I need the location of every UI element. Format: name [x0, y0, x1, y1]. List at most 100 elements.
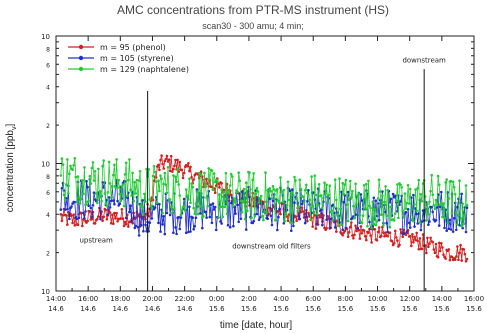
data-point	[395, 236, 398, 239]
data-point	[116, 199, 119, 203]
data-point	[162, 182, 165, 186]
data-point	[327, 193, 331, 197]
data-point	[410, 244, 413, 248]
data-point	[453, 193, 457, 196]
data-point	[148, 198, 152, 201]
data-point	[368, 204, 371, 208]
data-point	[448, 218, 452, 222]
data-point	[69, 164, 72, 168]
data-point	[137, 234, 141, 237]
data-point	[116, 219, 119, 223]
data-point	[99, 217, 102, 221]
data-point	[417, 178, 421, 182]
data-point	[277, 215, 280, 219]
data-point	[341, 233, 345, 237]
data-point	[455, 255, 458, 258]
data-point	[176, 158, 179, 162]
data-point	[123, 220, 127, 224]
data-point	[84, 210, 87, 213]
data-point	[457, 258, 460, 262]
data-point	[188, 177, 191, 180]
data-point	[160, 154, 163, 157]
data-point	[367, 179, 370, 183]
data-point	[168, 169, 172, 173]
data-point	[340, 223, 343, 227]
data-point	[191, 185, 194, 189]
data-point	[225, 212, 229, 216]
data-point	[118, 202, 122, 205]
data-point	[393, 212, 397, 215]
data-point	[429, 189, 432, 193]
data-point	[443, 216, 446, 220]
data-point	[440, 190, 443, 194]
data-point	[175, 232, 178, 236]
data-point	[168, 198, 172, 201]
data-point	[199, 170, 203, 173]
data-point	[419, 193, 423, 196]
x-tick-date: 14.6	[145, 305, 161, 313]
data-point	[444, 181, 447, 184]
data-point	[255, 212, 259, 216]
data-point	[157, 221, 160, 225]
data-point	[211, 202, 215, 205]
data-point	[322, 196, 325, 200]
data-point	[342, 192, 346, 196]
data-point	[184, 231, 188, 235]
x-tick-time: 6:00	[305, 295, 321, 303]
data-point	[213, 191, 217, 194]
data-point	[433, 207, 437, 211]
data-point	[267, 194, 271, 198]
data-point	[201, 226, 204, 230]
data-point	[259, 194, 263, 198]
data-point	[434, 218, 438, 222]
data-point	[169, 205, 173, 208]
data-point	[193, 212, 197, 215]
data-point	[142, 229, 145, 233]
data-point	[194, 216, 198, 220]
data-point	[413, 225, 416, 228]
data-point	[192, 227, 195, 231]
data-point	[161, 211, 164, 215]
data-point	[401, 209, 405, 212]
data-point	[385, 221, 388, 225]
data-point	[427, 245, 430, 249]
data-point	[196, 212, 200, 216]
data-point	[236, 190, 239, 194]
data-point	[426, 202, 429, 206]
annotation-label: upstream	[79, 237, 113, 245]
data-point	[416, 239, 420, 243]
data-point	[197, 171, 201, 175]
data-point	[165, 191, 169, 195]
y-minor-label: 6	[46, 62, 50, 69]
data-point	[238, 179, 242, 183]
data-point	[446, 221, 450, 225]
data-point	[116, 186, 119, 190]
data-point	[307, 193, 310, 197]
data-point	[227, 188, 231, 192]
data-point	[195, 190, 199, 194]
data-point	[263, 210, 266, 213]
data-point	[437, 224, 441, 227]
data-point	[239, 199, 243, 203]
data-point	[418, 221, 422, 224]
data-point	[93, 222, 97, 225]
data-point	[199, 173, 203, 177]
data-point	[369, 206, 372, 210]
data-point	[323, 181, 326, 184]
data-point	[111, 184, 114, 188]
data-point	[209, 203, 213, 206]
data-point	[325, 183, 328, 187]
data-point	[442, 253, 445, 256]
data-point	[236, 203, 239, 207]
data-point	[351, 234, 354, 237]
data-point	[217, 216, 220, 219]
data-point	[219, 220, 222, 223]
data-point	[189, 201, 192, 205]
data-point	[163, 159, 167, 163]
data-point	[237, 220, 240, 224]
data-point	[315, 222, 319, 226]
data-point	[388, 231, 392, 234]
data-point	[306, 191, 309, 195]
data-point	[153, 206, 157, 209]
data-point	[111, 213, 114, 217]
